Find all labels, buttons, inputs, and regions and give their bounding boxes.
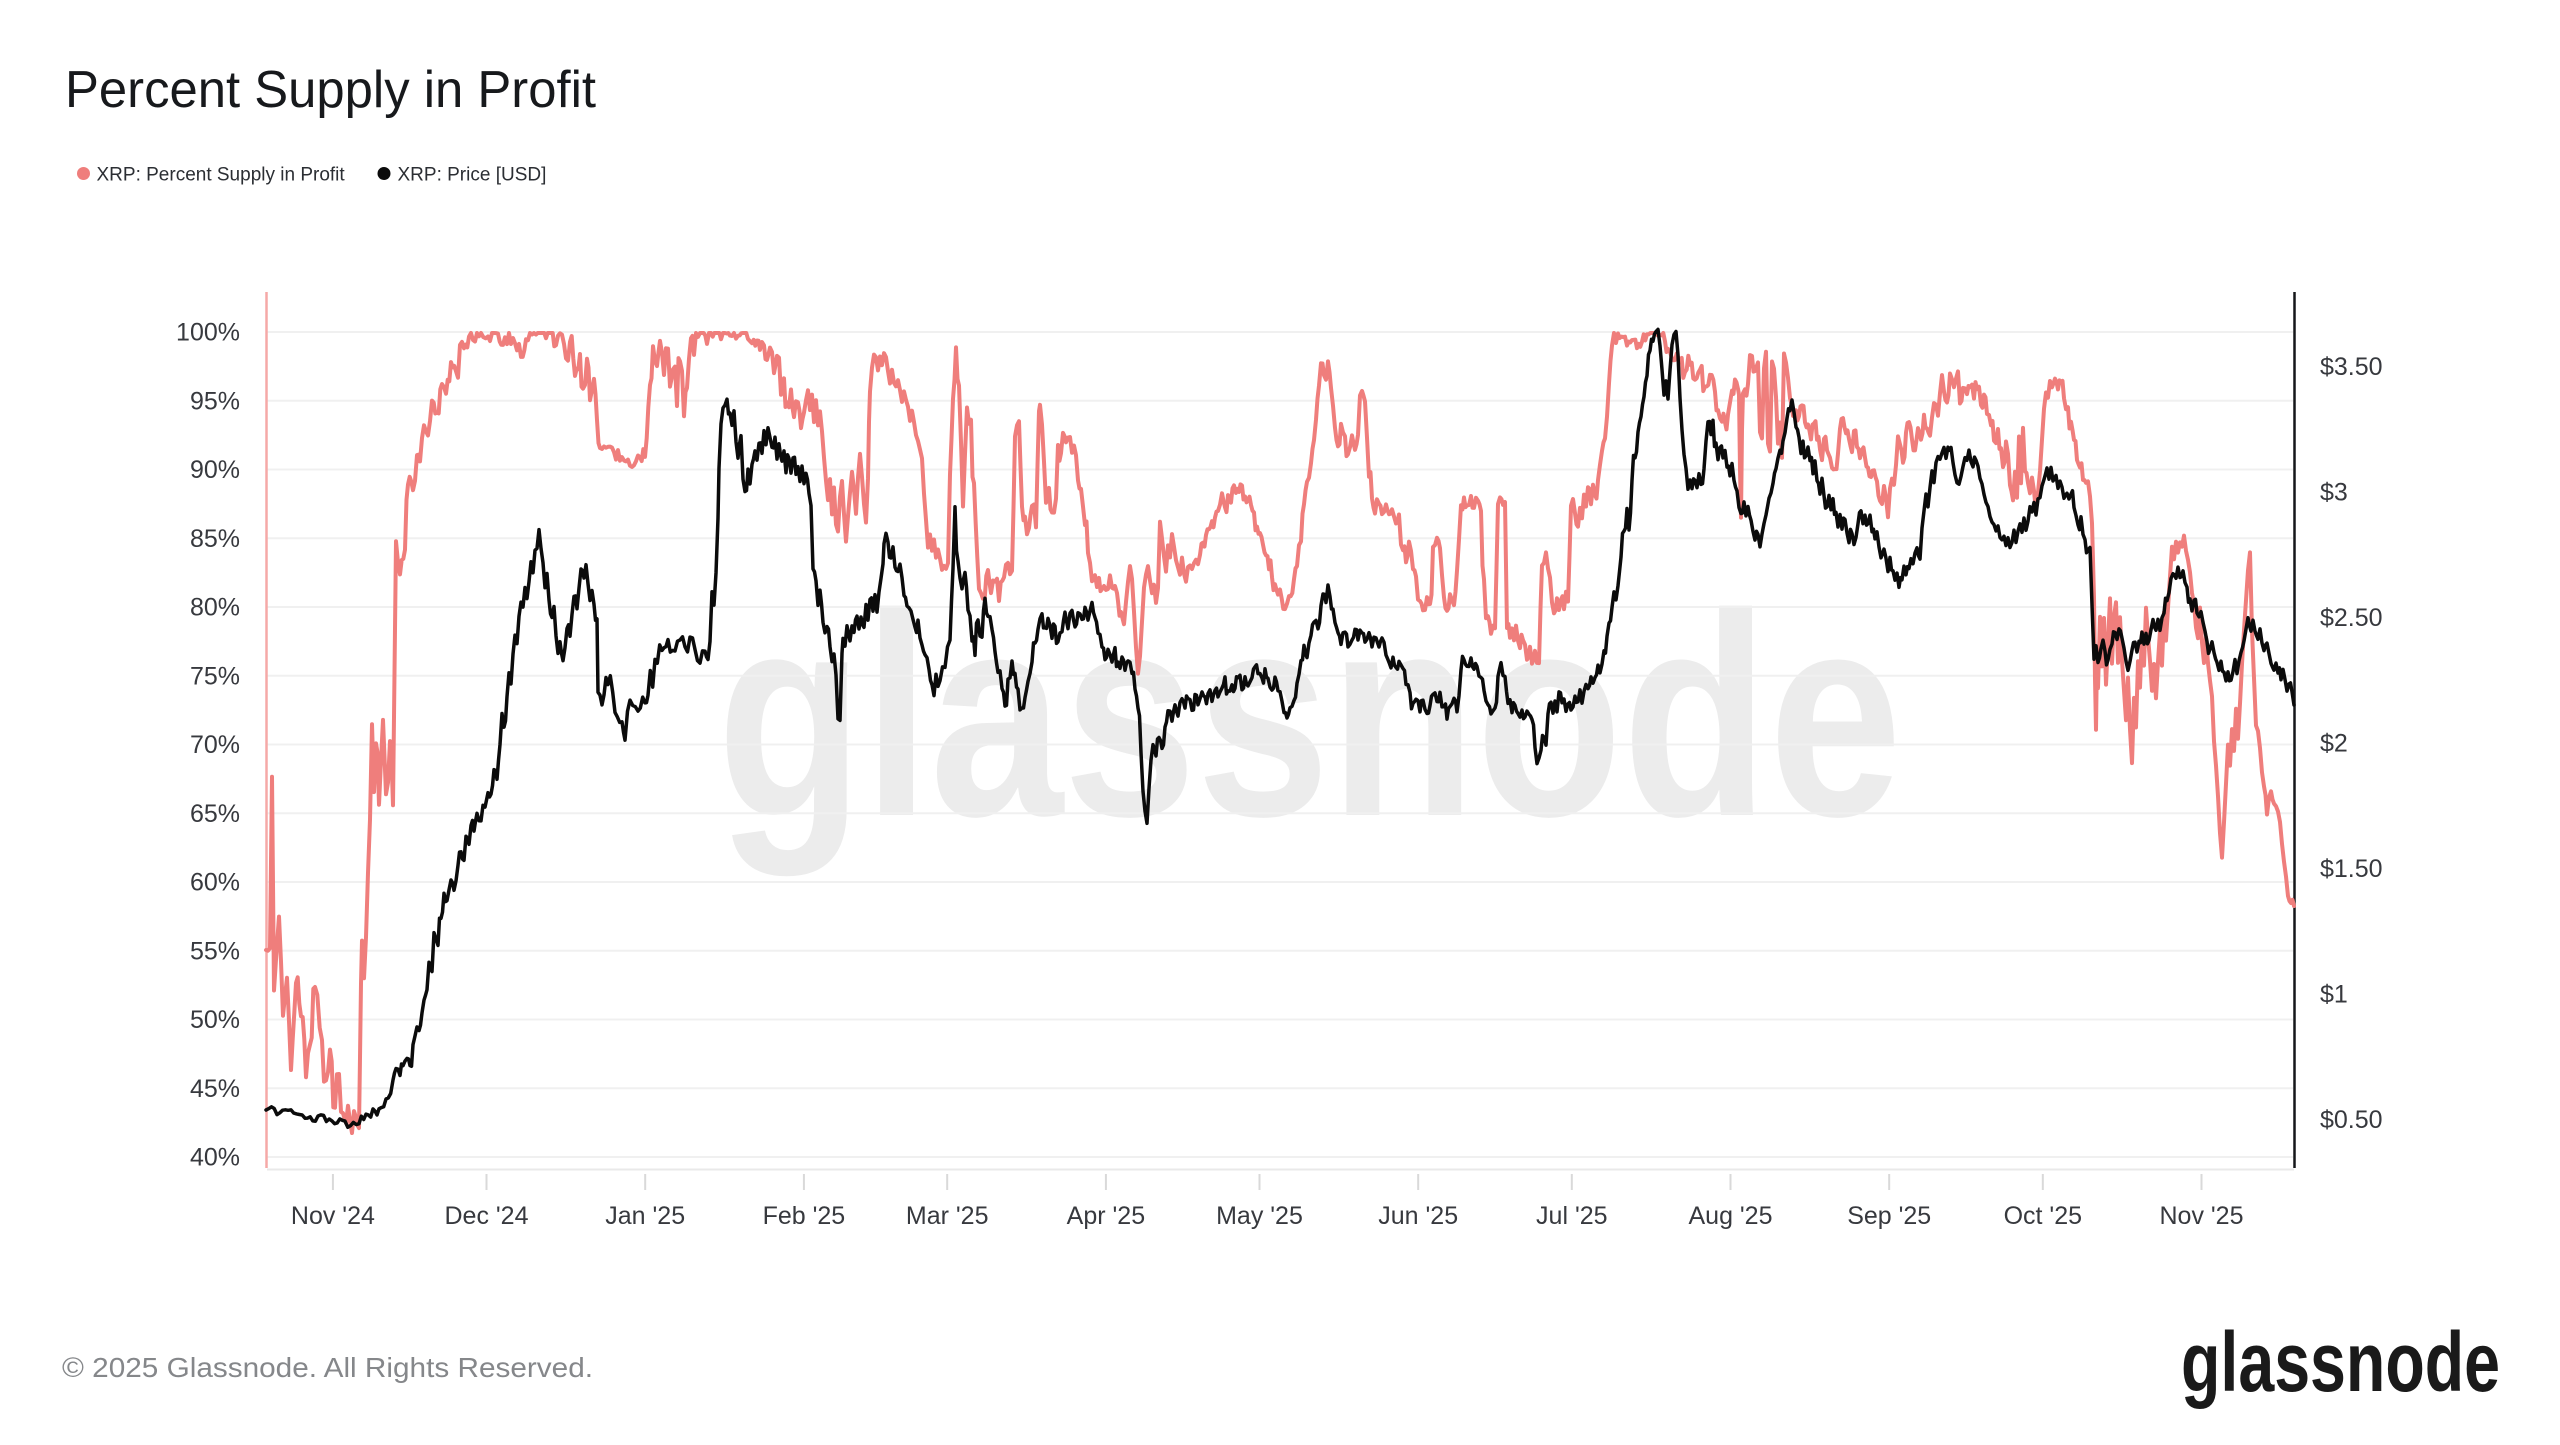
svg-text:Aug '25: Aug '25	[1688, 1202, 1772, 1230]
svg-text:Jan '25: Jan '25	[605, 1202, 685, 1230]
svg-text:$3.50: $3.50	[2320, 353, 2383, 381]
svg-text:65%: 65%	[190, 800, 240, 828]
svg-text:glassnode: glassnode	[2181, 1315, 2500, 1409]
svg-text:Percent Supply in Profit: Percent Supply in Profit	[65, 61, 597, 119]
svg-text:XRP: Price [USD]: XRP: Price [USD]	[398, 165, 547, 186]
svg-text:$1: $1	[2320, 981, 2348, 1009]
svg-text:100%: 100%	[176, 319, 240, 347]
svg-text:Nov '24: Nov '24	[291, 1202, 375, 1230]
svg-text:Sep '25: Sep '25	[1847, 1202, 1931, 1230]
svg-text:$0.50: $0.50	[2320, 1106, 2383, 1134]
svg-text:$3: $3	[2320, 478, 2348, 506]
svg-text:60%: 60%	[190, 869, 240, 897]
svg-text:80%: 80%	[190, 594, 240, 622]
svg-text:45%: 45%	[190, 1075, 240, 1103]
svg-text:Oct '25: Oct '25	[2004, 1202, 2082, 1230]
svg-text:Jul '25: Jul '25	[1536, 1202, 1607, 1230]
svg-text:50%: 50%	[190, 1006, 240, 1034]
svg-text:70%: 70%	[190, 731, 240, 759]
svg-text:$2.50: $2.50	[2320, 604, 2383, 632]
svg-text:85%: 85%	[190, 525, 240, 553]
svg-text:$2: $2	[2320, 730, 2348, 758]
svg-text:90%: 90%	[190, 456, 240, 484]
svg-text:Nov '25: Nov '25	[2160, 1202, 2244, 1230]
svg-text:$1.50: $1.50	[2320, 855, 2383, 883]
svg-text:Jun '25: Jun '25	[1378, 1202, 1458, 1230]
svg-text:Mar '25: Mar '25	[906, 1202, 989, 1230]
svg-text:Dec '24: Dec '24	[445, 1202, 529, 1230]
svg-text:Apr '25: Apr '25	[1067, 1202, 1145, 1230]
svg-text:55%: 55%	[190, 937, 240, 965]
svg-text:XRP: Percent Supply in Profit: XRP: Percent Supply in Profit	[97, 165, 346, 186]
svg-text:40%: 40%	[190, 1144, 240, 1172]
svg-text:glassnode: glassnode	[717, 554, 1902, 878]
svg-text:75%: 75%	[190, 662, 240, 690]
svg-text:© 2025 Glassnode. All Rights R: © 2025 Glassnode. All Rights Reserved.	[62, 1352, 593, 1383]
svg-text:Feb '25: Feb '25	[763, 1202, 846, 1230]
svg-text:95%: 95%	[190, 387, 240, 415]
svg-text:May '25: May '25	[1216, 1202, 1303, 1230]
